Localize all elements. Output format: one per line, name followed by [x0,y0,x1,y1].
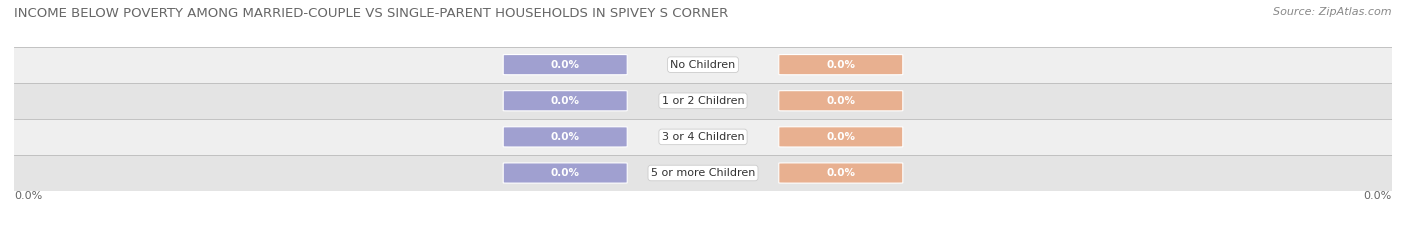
Text: 0.0%: 0.0% [14,191,42,201]
Bar [14,83,1392,119]
Text: 5 or more Children: 5 or more Children [651,168,755,178]
Text: 3 or 4 Children: 3 or 4 Children [662,132,744,142]
Text: 0.0%: 0.0% [551,168,579,178]
Text: 0.0%: 0.0% [551,60,579,70]
Bar [14,47,1392,83]
Text: 0.0%: 0.0% [827,168,855,178]
FancyBboxPatch shape [503,127,627,147]
FancyBboxPatch shape [503,91,627,111]
FancyBboxPatch shape [503,163,627,183]
Text: No Children: No Children [671,60,735,70]
Bar [14,155,1392,191]
Text: 0.0%: 0.0% [827,132,855,142]
Text: INCOME BELOW POVERTY AMONG MARRIED-COUPLE VS SINGLE-PARENT HOUSEHOLDS IN SPIVEY : INCOME BELOW POVERTY AMONG MARRIED-COUPL… [14,7,728,20]
FancyBboxPatch shape [503,55,627,75]
Text: 0.0%: 0.0% [1364,191,1392,201]
Bar [14,119,1392,155]
Text: 0.0%: 0.0% [551,96,579,106]
Text: 0.0%: 0.0% [827,60,855,70]
FancyBboxPatch shape [779,55,903,75]
FancyBboxPatch shape [779,91,903,111]
FancyBboxPatch shape [779,163,903,183]
Text: 0.0%: 0.0% [827,96,855,106]
Text: Source: ZipAtlas.com: Source: ZipAtlas.com [1274,7,1392,17]
Text: 1 or 2 Children: 1 or 2 Children [662,96,744,106]
FancyBboxPatch shape [779,127,903,147]
Text: 0.0%: 0.0% [551,132,579,142]
